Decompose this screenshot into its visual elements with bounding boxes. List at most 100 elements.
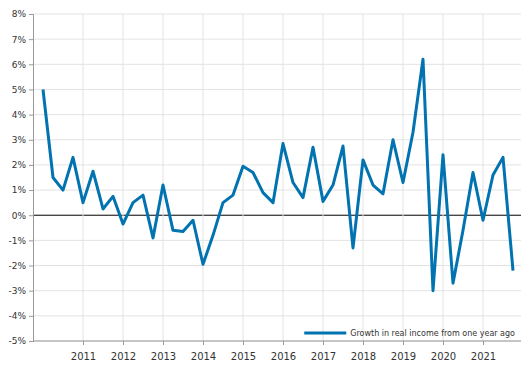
x-grid-line [123,14,124,341]
y-tick-mark [29,291,33,292]
x-grid-line [323,14,324,341]
y-grid-line [33,139,521,140]
y-tick-mark [29,14,33,15]
x-tick: 2012 [111,341,136,362]
x-tick: 2014 [191,341,216,362]
y-tick-mark [29,316,33,317]
x-tick-mark [323,341,324,345]
legend-item: Growth in real income from one year ago [304,329,515,338]
y-tick-label: 2% [12,160,27,170]
x-tick-mark [123,341,124,345]
y-tick-mark [29,64,33,65]
x-tick: 2013 [151,341,176,362]
y-tick-mark [29,215,33,216]
x-tick: 2021 [471,341,496,362]
x-tick-label: 2021 [471,351,496,362]
y-tick: 7% [12,35,33,45]
x-tick-mark [83,341,84,345]
x-tick-mark [363,341,364,345]
y-grid-line [33,164,521,165]
x-tick-label: 2014 [191,351,216,362]
y-tick: 3% [12,135,33,145]
x-tick: 2019 [391,341,416,362]
x-tick: 2011 [71,341,96,362]
y-tick-mark [29,190,33,191]
x-tick-mark [283,341,284,345]
x-grid-line [243,14,244,341]
y-tick-label: -4% [8,311,26,321]
y-tick-label: -5% [8,336,26,346]
y-tick: -2% [8,261,33,271]
y-tick: 2% [12,160,33,170]
legend-label: Growth in real income from one year ago [350,329,515,338]
x-grid-line [163,14,164,341]
x-tick-label: 2020 [431,351,456,362]
y-grid-line [33,315,521,316]
y-tick-label: -2% [8,261,26,271]
y-grid-line [33,64,521,65]
x-grid-line [203,14,204,341]
y-tick: 0% [12,211,33,221]
x-tick-label: 2011 [71,351,96,362]
y-grid-line [33,39,521,40]
y-tick: -3% [8,286,33,296]
x-tick-mark [443,341,444,345]
x-tick-label: 2013 [151,351,176,362]
y-tick-mark [29,140,33,141]
y-tick-mark [29,240,33,241]
y-grid-line [33,114,521,115]
y-axis-line [29,15,34,342]
x-tick: 2017 [311,341,336,362]
y-tick: 4% [12,110,33,120]
x-tick: 2018 [351,341,376,362]
y-tick: 1% [12,185,33,195]
legend-swatch [304,332,346,335]
legend: Growth in real income from one year ago [304,329,515,338]
chart: -5%-4%-3%-2%-1%0%1%2%3%4%5%6%7%8%2011201… [0,0,529,378]
y-tick-mark [29,115,33,116]
x-grid-line [363,14,364,341]
x-tick-label: 2016 [271,351,296,362]
y-tick-label: -3% [8,286,26,296]
x-tick: 2020 [431,341,456,362]
x-grid-line [83,14,84,341]
y-grid-line [33,240,521,241]
y-tick-label: 0% [12,211,27,221]
x-tick-mark [483,341,484,345]
y-tick: 5% [12,85,33,95]
y-tick-label: 4% [12,110,27,120]
x-tick-label: 2018 [351,351,376,362]
y-tick-mark [29,266,33,267]
x-tick-mark [163,341,164,345]
y-tick-label: 8% [12,9,27,19]
y-tick: -5% [8,336,33,346]
y-tick-label: 5% [12,85,27,95]
x-grid-line [483,14,484,341]
series-line [43,59,513,290]
x-tick-mark [403,341,404,345]
y-axis: -5%-4%-3%-2%-1%0%1%2%3%4%5%6%7%8% [8,9,33,346]
plot-area [43,59,513,290]
x-tick-mark [243,341,244,345]
x-tick: 2015 [231,341,256,362]
grid [33,14,521,341]
y-grid-line [33,89,521,90]
y-grid-line [33,290,521,291]
x-tick: 2016 [271,341,296,362]
x-tick-mark [203,341,204,345]
y-grid-line [33,265,521,266]
x-tick-label: 2017 [311,351,336,362]
y-tick-mark [29,39,33,40]
y-tick-label: 7% [12,35,27,45]
y-tick-mark [29,341,33,342]
y-tick-label: 6% [12,60,27,70]
y-tick: -4% [8,311,33,321]
y-grid-line [33,14,521,15]
x-axis: 2011 2012 2013 2014 2015 2016 2017 2018 2019 2020… [33,341,521,362]
y-tick: 8% [12,9,33,19]
y-grid-line [33,190,521,191]
x-axis-line [33,341,521,342]
y-grid-line [33,341,521,342]
y-tick-label: 3% [12,135,27,145]
y-tick-mark [29,89,33,90]
